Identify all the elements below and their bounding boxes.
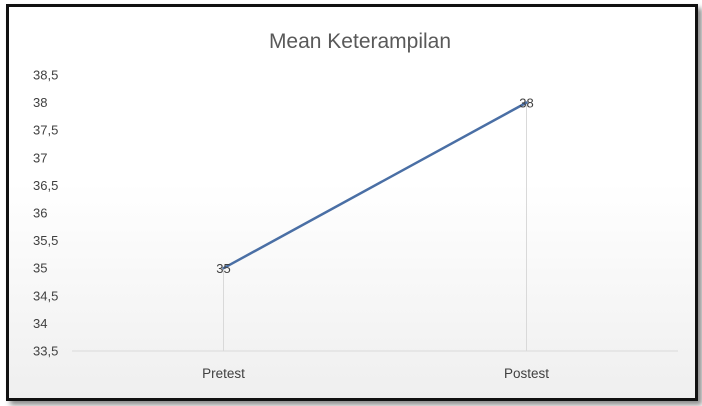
y-tick-label: 36,5	[33, 178, 58, 193]
data-label: 38	[519, 96, 533, 111]
series-line	[222, 101, 528, 270]
y-tick-label: 36	[33, 206, 47, 221]
y-tick-label: 37,5	[33, 123, 58, 138]
y-tick-label: 38	[33, 95, 47, 110]
y-tick-label: 35,5	[33, 233, 58, 248]
x-tick-label: Postest	[504, 366, 549, 381]
y-tick-label: 33,5	[33, 344, 58, 359]
chart-title: Mean Keterampilan	[269, 30, 451, 53]
x-tick-label: Pretest	[202, 366, 245, 381]
y-tick-label: 34,5	[33, 288, 58, 303]
y-tick-label: 34	[33, 316, 47, 331]
chart-frame	[6, 4, 698, 401]
y-tick-label: 35	[33, 261, 47, 276]
y-tick-label: 38,5	[33, 68, 58, 83]
data-label: 35	[216, 261, 230, 276]
y-tick-label: 37	[33, 150, 47, 165]
